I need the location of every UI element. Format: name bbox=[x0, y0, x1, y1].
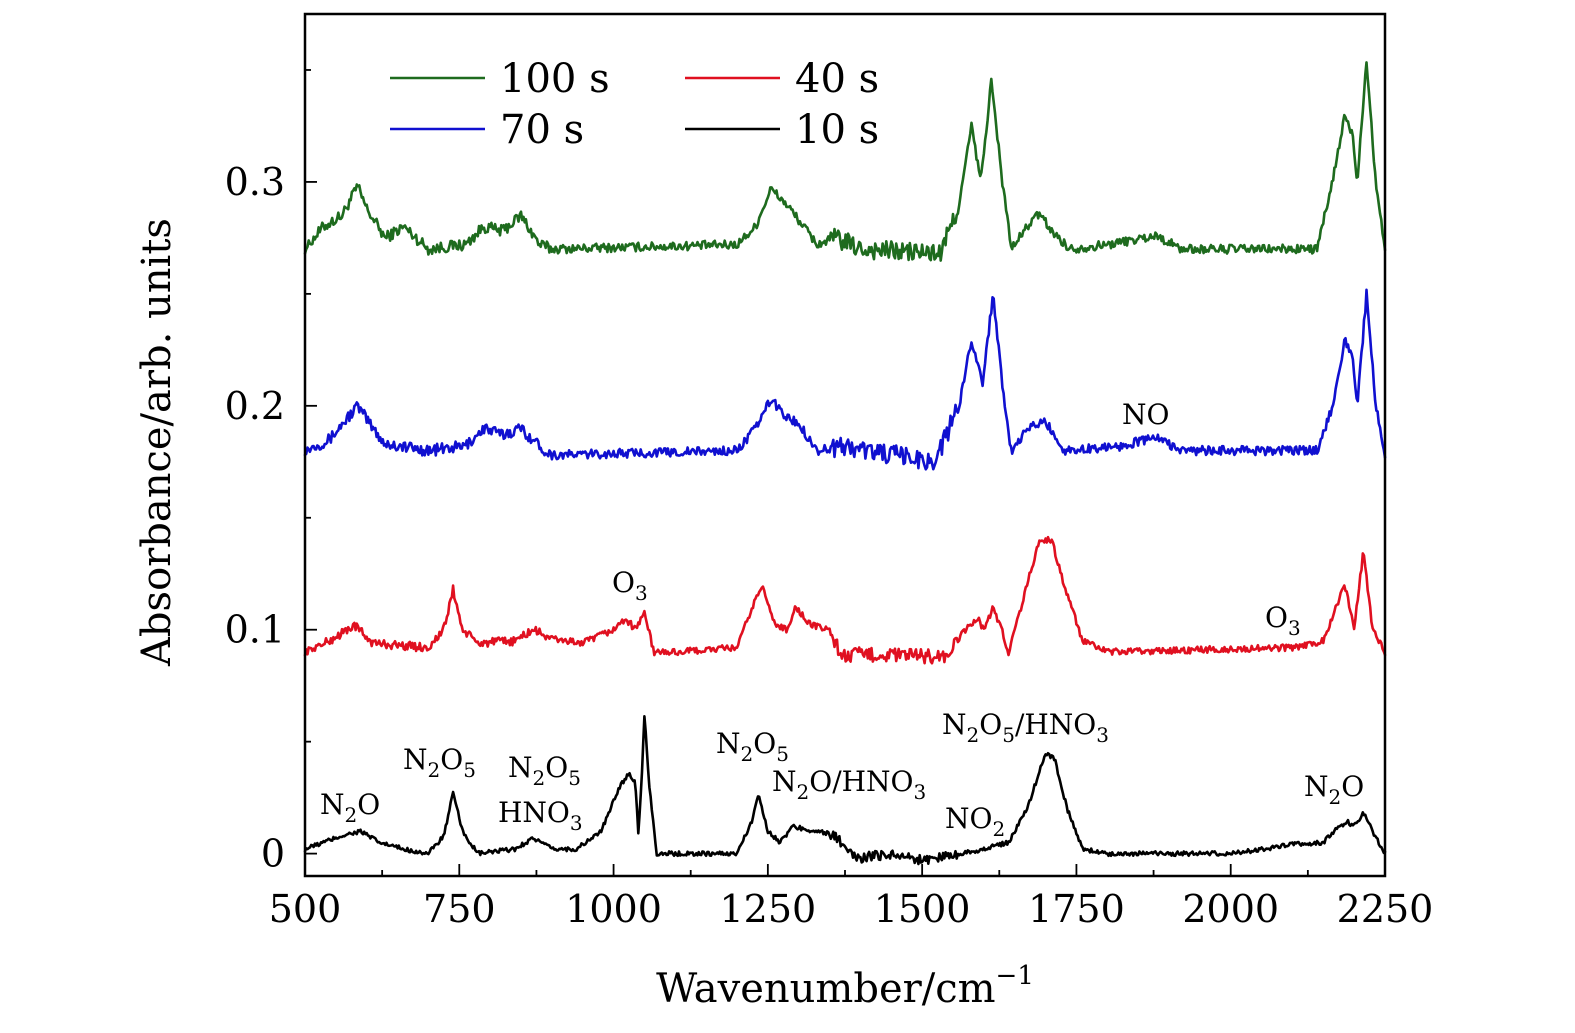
annotation-n2o-hno3: N2O/HNO3 bbox=[772, 765, 926, 804]
annotation-no: NO bbox=[1122, 398, 1169, 431]
x-tick-label-2250: 2250 bbox=[1337, 887, 1434, 931]
x-tick-label-1500: 1500 bbox=[874, 887, 971, 931]
annotation-n2o-1: N2O bbox=[320, 788, 380, 827]
annotation-hno3-1: HNO3 bbox=[498, 796, 583, 835]
series-line-10s bbox=[303, 715, 1387, 866]
annotation-n2o-2: N2O bbox=[1304, 770, 1364, 809]
annotation-n2o5-3: N2O5 bbox=[716, 727, 789, 766]
series-line-100s bbox=[303, 61, 1387, 262]
series-line-40s bbox=[303, 535, 1387, 665]
annotation-o3-2: O3 bbox=[1265, 601, 1301, 640]
legend-label-70s: 70 s bbox=[500, 107, 584, 153]
x-tick-label-1000: 1000 bbox=[565, 887, 662, 931]
legend-label-100s: 100 s bbox=[500, 56, 610, 102]
series-line-70s bbox=[303, 288, 1387, 471]
tick-layer: 500 750 1000 1250 1500 1750 2000 2250 0 0.1 0.2 0.3 bbox=[225, 69, 1434, 931]
plot-frame bbox=[303, 12, 1387, 878]
x-tick-label-750: 750 bbox=[423, 887, 496, 931]
x-axis-label: Wavenumber/cm−1 bbox=[656, 961, 1034, 1012]
x-tick-label-1250: 1250 bbox=[719, 887, 816, 931]
legend-label-10s: 10 s bbox=[795, 107, 879, 153]
x-tick-label-1750: 1750 bbox=[1028, 887, 1125, 931]
y-tick-label-0.2: 0.2 bbox=[225, 384, 285, 428]
x-tick-label-500: 500 bbox=[269, 887, 342, 931]
annotation-n2o5-1: N2O5 bbox=[403, 743, 476, 782]
annotation-n2o5-hno3: N2O5/HNO3 bbox=[942, 708, 1109, 747]
annotation-no2: NO2 bbox=[945, 802, 1005, 841]
y-axis-label: Absorbance/arb. units bbox=[134, 218, 180, 667]
legend-label-40s: 40 s bbox=[795, 56, 879, 102]
legend: 100 s 40 s 70 s 10 s bbox=[390, 56, 879, 153]
annotations: NO O3 O3 N2O N2O5 N2O5 HNO3 N2O5 N2O/HNO… bbox=[320, 398, 1364, 841]
y-tick-label-0: 0 bbox=[261, 832, 285, 876]
x-tick-label-2000: 2000 bbox=[1182, 887, 1279, 931]
annotation-n2o5-2: N2O5 bbox=[508, 751, 581, 790]
series-layer bbox=[303, 61, 1387, 866]
y-tick-label-0.3: 0.3 bbox=[225, 160, 285, 204]
y-tick-label-0.1: 0.1 bbox=[225, 608, 285, 652]
annotation-o3-1: O3 bbox=[612, 566, 648, 605]
